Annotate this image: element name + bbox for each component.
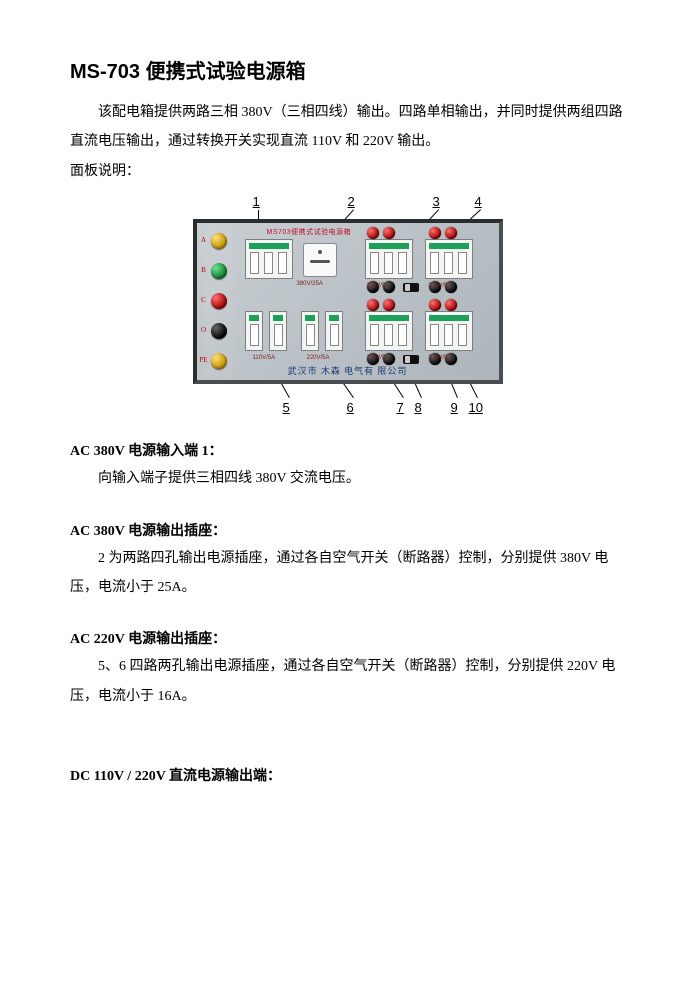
panel-text-label: 220V/5A [307,355,330,361]
input-terminal-column: ABCOPE [205,227,233,377]
callout-number: 4 [475,194,482,209]
callout-number: 9 [451,400,458,415]
circuit-breaker [301,311,319,351]
callout-number: 3 [433,194,440,209]
circuit-breaker [269,311,287,351]
intro-paragraph-2: 面板说明： [70,157,625,186]
section-heading: AC 380V 电源输入端 1： [70,440,625,460]
binding-post [429,299,441,311]
terminal-label: B [199,266,209,274]
section-body: 5、6 四路两孔输出电源插座，通过各自空气开关（断路器）控制，分别提供 220V… [70,652,625,711]
input-terminal [211,263,227,279]
binding-post [445,227,457,239]
section-heading: DC 110V / 220V 直流电源输出端： [70,765,625,785]
binding-post [383,227,395,239]
circuit-breaker [425,239,473,279]
binding-post [429,227,441,239]
callout-number: 2 [348,194,355,209]
document-page: MS-703 便携式试验电源箱 该配电箱提供两路三相 380V（三相四线）输出。… [0,0,695,829]
section-heading: AC 220V 电源输出插座： [70,628,625,648]
terminal-label: O [199,326,209,334]
selector-switch [403,283,419,292]
callout-number: 6 [347,400,354,415]
binding-post [367,227,379,239]
terminal-label: A [199,236,209,244]
power-socket [303,243,337,277]
section-heading: AC 380V 电源输出插座： [70,520,625,540]
terminal-label: C [199,296,209,304]
panel-text-label: 110V/5A [367,283,390,289]
binding-post [383,299,395,311]
callout-number: 1 [253,194,260,209]
circuit-breaker [425,311,473,351]
company-label: 武汉市 木森 电气有 限公司 [197,364,499,377]
input-terminal [211,293,227,309]
panel-text-label: 220V/5A [429,355,452,361]
section-body: 向输入端子提供三相四线 380V 交流电压。 [70,464,625,493]
callout-number: 5 [283,400,290,415]
circuit-breaker [325,311,343,351]
panel-text-label: 110V/5A [367,355,390,361]
callout-number: 7 [397,400,404,415]
panel-text-label: 380V/25A [297,281,323,287]
circuit-breaker [245,239,293,279]
intro-paragraph-1: 该配电箱提供两路三相 380V（三相四线）输出。四路单相输出，并同时提供两组四路… [70,98,625,157]
panel-text-label: 110V/5A [253,355,276,361]
binding-post [445,299,457,311]
callout-number: 10 [469,400,483,415]
input-terminal [211,323,227,339]
circuit-breaker [365,239,413,279]
circuit-breaker [365,311,413,351]
panel-title-label: MS703便携式试验电源箱 [267,227,352,237]
selector-switch [403,355,419,364]
terminal-label: PE [199,356,209,364]
binding-post [367,299,379,311]
page-title: MS-703 便携式试验电源箱 [70,55,625,84]
panel-text-label: 220V/5A [429,283,452,289]
circuit-breaker [245,311,263,351]
device-panel: MS703便携式试验电源箱ABCOPE380V/25A110V/5A220V/5… [193,219,503,384]
section-body: 2 为两路四孔输出电源插座，通过各自空气开关（断路器）控制，分别提供 380V … [70,544,625,603]
callout-number: 8 [415,400,422,415]
panel-figure: MS703便携式试验电源箱ABCOPE380V/25A110V/5A220V/5… [153,194,543,414]
input-terminal [211,233,227,249]
